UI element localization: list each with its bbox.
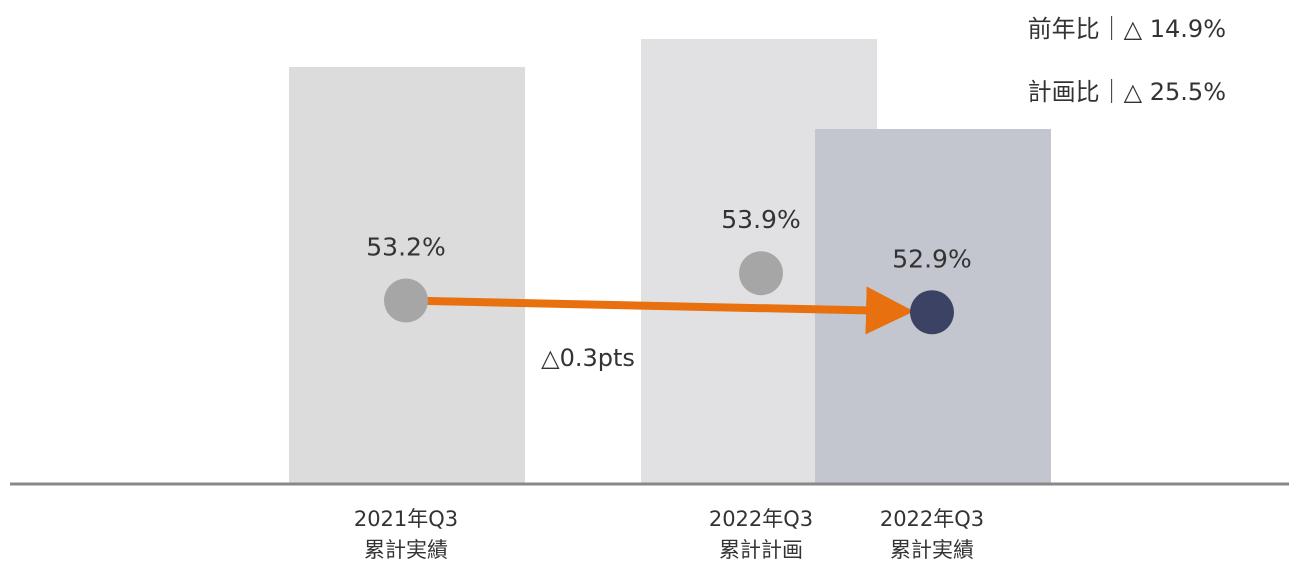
x-tick-label: 累計計画 [719, 538, 803, 562]
x-tick-label: 累計実績 [364, 538, 448, 562]
annotation: 計画比｜△ 25.5% [1028, 78, 1226, 106]
x-tick-label: 2022年Q3 [880, 507, 984, 531]
point [739, 251, 783, 296]
value-label: 53.2% [366, 233, 445, 262]
value-label: 52.9% [892, 244, 971, 273]
arrow [405, 286, 914, 335]
x-tick-label: 累計実績 [890, 538, 974, 562]
annotation: △0.3pts [541, 344, 635, 372]
x-tick-label: 2021年Q3 [354, 507, 458, 531]
point [910, 290, 954, 335]
point [384, 278, 428, 323]
value-label: 53.9% [721, 205, 800, 234]
bar [289, 67, 525, 484]
annotation: 前年比｜△ 14.9% [1028, 15, 1226, 43]
overlay: 53.2% 53.9% 52.9% 2021年Q3 累計実績 2022年Q3 累計計画 202… [10, 205, 1289, 562]
x-tick-label: 2022年Q3 [709, 507, 813, 531]
